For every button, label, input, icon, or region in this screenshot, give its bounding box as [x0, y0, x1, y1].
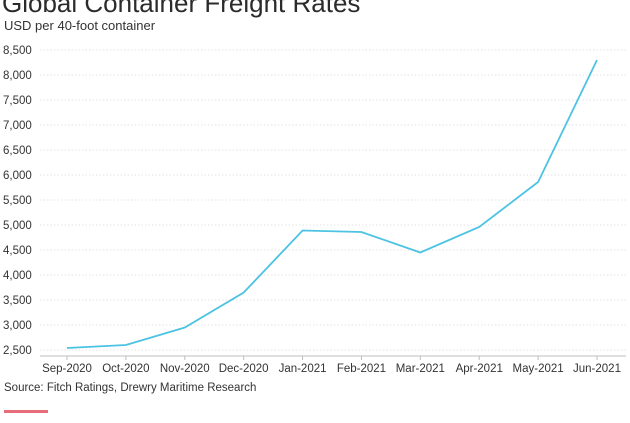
y-tick-label: 3,000 — [3, 320, 32, 332]
y-tick-label: 4,500 — [3, 245, 32, 257]
series-line — [67, 60, 597, 348]
y-tick-label: 2,500 — [3, 345, 32, 357]
y-tick-label: 5,000 — [3, 220, 32, 232]
x-tick-label: Feb-2021 — [337, 363, 386, 375]
y-tick-label: 8,000 — [3, 70, 32, 82]
y-tick-label: 6,500 — [3, 145, 32, 157]
x-tick-label: Oct-2020 — [102, 363, 149, 375]
y-tick-label: 7,000 — [3, 120, 32, 132]
y-tick-label: 7,500 — [3, 95, 32, 107]
grid-lines — [40, 50, 626, 350]
x-tick-label: Nov-2020 — [160, 363, 210, 375]
x-tick-label: Sep-2020 — [42, 363, 92, 375]
source-note: Source: Fitch Ratings, Drewry Maritime R… — [4, 382, 256, 394]
x-axis-ticks: Sep-2020 Oct-2020 Nov-2020 Dec-2020 Jan-2021… — [40, 356, 626, 375]
y-tick-label: 6,000 — [3, 170, 32, 182]
x-tick-label: May-2021 — [513, 363, 564, 375]
x-tick-label: Dec-2020 — [219, 363, 269, 375]
x-tick-label: Apr-2021 — [456, 363, 503, 375]
x-tick-label: Mar-2021 — [396, 363, 445, 375]
footer-logo-mark — [4, 410, 48, 423]
y-tick-label: 3,500 — [3, 295, 32, 307]
series-group — [67, 60, 597, 348]
y-tick-label: 4,000 — [3, 270, 32, 282]
y-axis-ticks: 2,500 3,000 3,500 4,000 4,500 5,000 5,500 6,000… — [3, 45, 32, 357]
x-tick-label: Jan-2021 — [279, 363, 327, 375]
y-tick-label: 5,500 — [3, 195, 32, 207]
line-chart: 2,500 3,000 3,500 4,000 4,500 5,000 5,500 6,000… — [0, 0, 630, 380]
x-tick-label: Jun-2021 — [573, 363, 621, 375]
y-tick-label: 8,500 — [3, 45, 32, 57]
